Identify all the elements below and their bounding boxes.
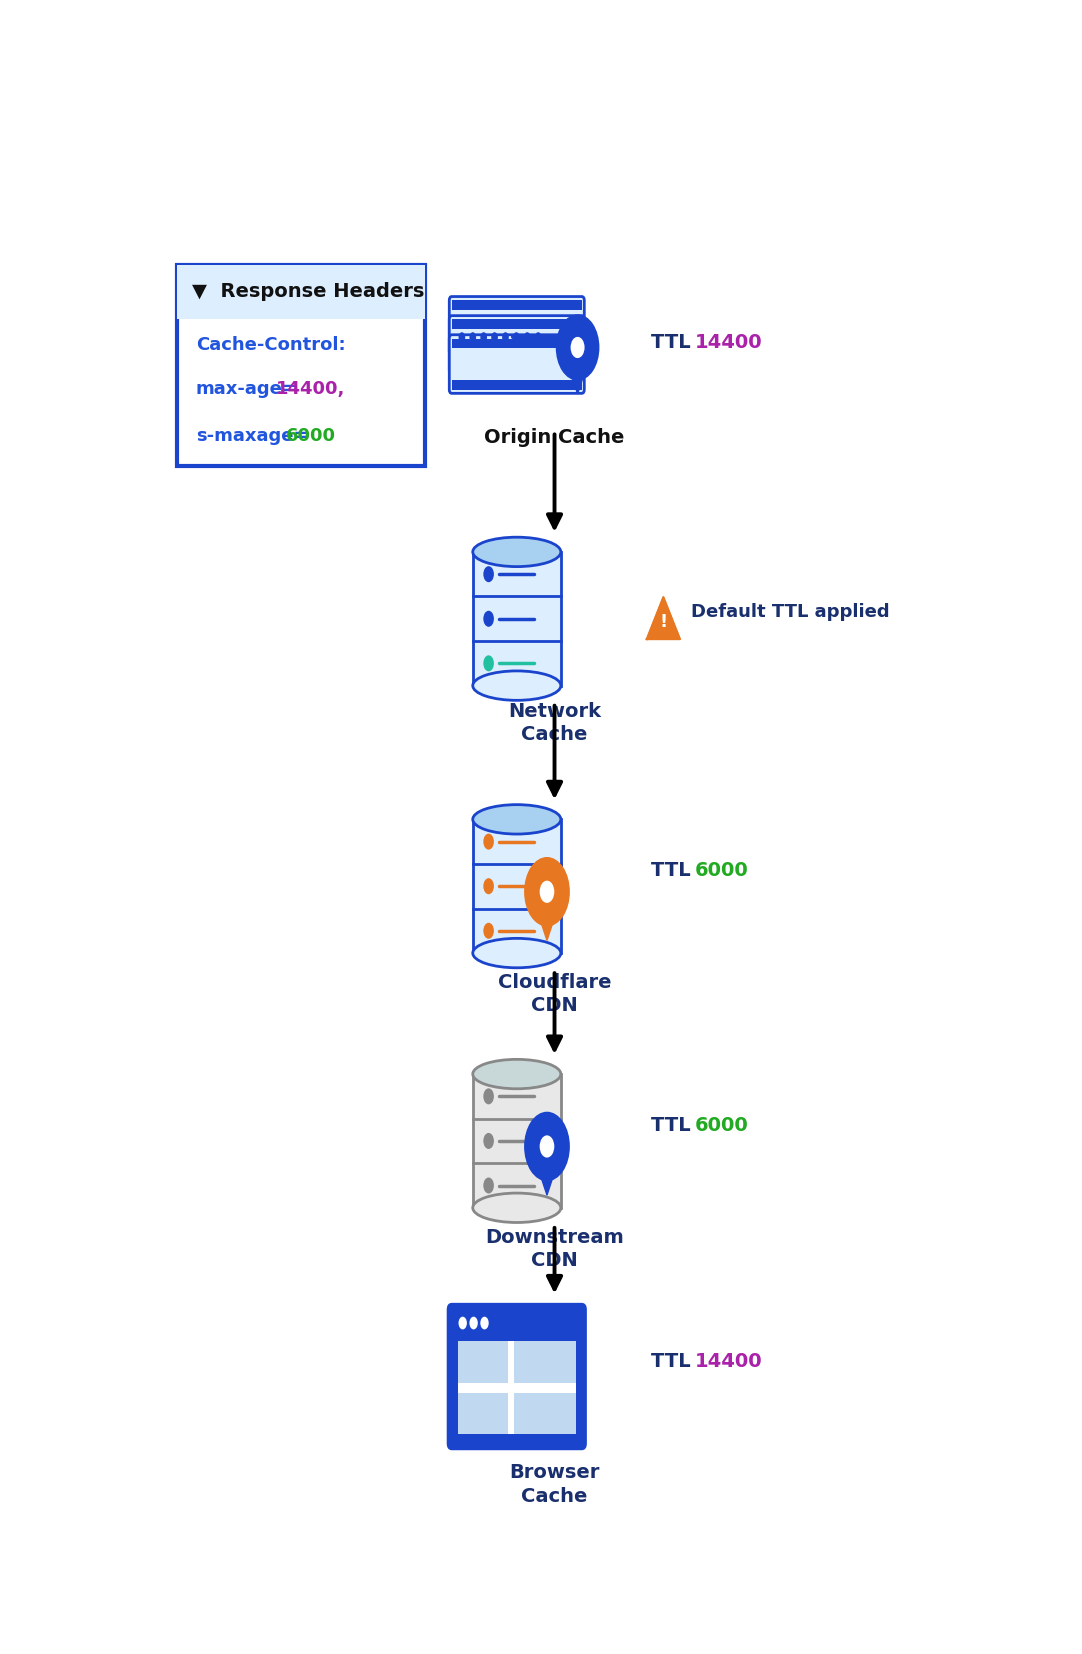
Bar — [452, 342, 582, 351]
Text: 6000: 6000 — [286, 427, 337, 445]
Text: s-maxage=: s-maxage= — [196, 427, 308, 445]
Circle shape — [524, 332, 530, 342]
Circle shape — [480, 1317, 489, 1330]
Text: Cloudflare
CDN: Cloudflare CDN — [498, 973, 611, 1016]
Circle shape — [484, 566, 493, 582]
Text: !: ! — [659, 612, 668, 630]
Text: 6000: 6000 — [695, 862, 749, 880]
Circle shape — [459, 1317, 467, 1330]
Ellipse shape — [473, 538, 560, 567]
Bar — [452, 339, 582, 347]
Text: Browser
Cache: Browser Cache — [510, 1464, 599, 1505]
Circle shape — [524, 857, 570, 926]
Bar — [458, 1393, 507, 1434]
FancyBboxPatch shape — [449, 334, 584, 394]
Bar — [514, 1393, 576, 1434]
Bar — [458, 1341, 507, 1383]
Ellipse shape — [473, 1059, 560, 1088]
Circle shape — [491, 332, 498, 342]
Circle shape — [570, 337, 584, 357]
Bar — [473, 1073, 560, 1207]
Text: Origin Cache: Origin Cache — [485, 428, 624, 447]
Text: 14400,: 14400, — [276, 380, 345, 399]
FancyBboxPatch shape — [177, 265, 424, 466]
Polygon shape — [647, 597, 679, 638]
Bar — [452, 380, 582, 390]
Bar — [473, 819, 560, 953]
Ellipse shape — [473, 938, 560, 968]
Circle shape — [470, 332, 476, 342]
Text: TTL: TTL — [651, 1351, 697, 1371]
Circle shape — [480, 332, 487, 342]
Text: Cache-Control:: Cache-Control: — [196, 336, 345, 354]
Ellipse shape — [473, 1193, 560, 1222]
FancyBboxPatch shape — [449, 296, 584, 356]
Ellipse shape — [473, 804, 560, 834]
Bar — [452, 319, 582, 329]
Polygon shape — [531, 892, 563, 941]
Text: Default TTL applied: Default TTL applied — [691, 604, 889, 622]
Bar — [177, 265, 424, 319]
Bar — [473, 552, 560, 686]
Circle shape — [502, 332, 509, 342]
Circle shape — [524, 1111, 570, 1181]
Circle shape — [540, 1135, 554, 1158]
Circle shape — [484, 878, 493, 895]
Text: 14400: 14400 — [695, 332, 762, 352]
Text: Network
Cache: Network Cache — [509, 701, 601, 744]
Circle shape — [470, 1317, 478, 1330]
Polygon shape — [563, 347, 593, 394]
Bar — [452, 301, 582, 309]
Circle shape — [484, 1133, 493, 1150]
Polygon shape — [531, 1146, 563, 1196]
Circle shape — [484, 1178, 493, 1194]
Text: 14400: 14400 — [695, 1351, 762, 1371]
Circle shape — [484, 834, 493, 850]
Circle shape — [484, 610, 493, 627]
Circle shape — [484, 923, 493, 939]
Bar — [514, 1341, 576, 1383]
FancyBboxPatch shape — [449, 316, 584, 374]
Text: max-age=: max-age= — [196, 380, 298, 399]
Circle shape — [540, 880, 554, 903]
Text: TTL: TTL — [651, 862, 697, 880]
Circle shape — [556, 314, 599, 380]
Bar — [452, 361, 582, 370]
Text: 6000: 6000 — [695, 1116, 749, 1135]
Circle shape — [535, 332, 541, 342]
Ellipse shape — [473, 672, 560, 700]
Circle shape — [513, 332, 519, 342]
Circle shape — [484, 1088, 493, 1105]
FancyBboxPatch shape — [448, 1305, 585, 1449]
Text: TTL: TTL — [651, 1116, 697, 1135]
Bar — [458, 1341, 576, 1434]
Bar — [452, 1310, 582, 1336]
Circle shape — [484, 655, 493, 672]
Text: ▼  Response Headers: ▼ Response Headers — [193, 283, 424, 301]
Circle shape — [459, 332, 465, 342]
Text: TTL: TTL — [651, 332, 697, 352]
Text: Downstream
CDN: Downstream CDN — [485, 1227, 624, 1270]
